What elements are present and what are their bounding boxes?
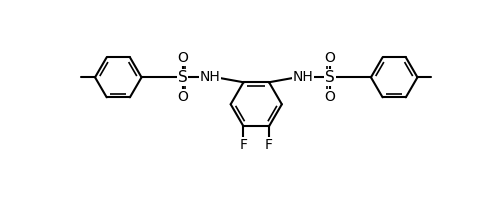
Text: S: S bbox=[178, 70, 188, 85]
Text: F: F bbox=[240, 138, 248, 152]
Text: O: O bbox=[177, 51, 188, 65]
Text: F: F bbox=[265, 138, 273, 152]
Text: O: O bbox=[324, 90, 336, 104]
Text: O: O bbox=[177, 90, 188, 104]
Text: O: O bbox=[324, 51, 336, 65]
Text: S: S bbox=[325, 70, 335, 85]
Text: NH: NH bbox=[292, 70, 313, 84]
Text: NH: NH bbox=[200, 70, 220, 84]
